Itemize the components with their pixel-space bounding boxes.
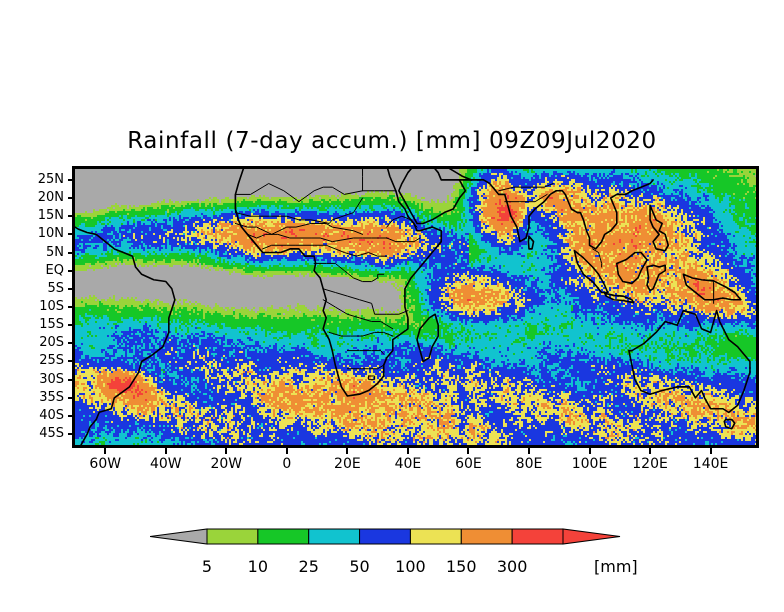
- y-axis-label: 30S: [39, 371, 64, 387]
- colorbar-tick-label: 5: [201, 557, 213, 576]
- x-axis-tick: [709, 448, 712, 454]
- x-axis-label: 20W: [210, 456, 243, 472]
- y-axis-label: 20N: [37, 190, 64, 206]
- colorbar-under-arrow: [150, 528, 208, 545]
- colorbar-swatch: [308, 528, 361, 545]
- x-axis-label: 120E: [632, 456, 668, 472]
- map-plot-area[interactable]: [72, 166, 759, 448]
- x-axis-tick: [285, 448, 288, 454]
- colorbar-tick-label: 300: [496, 557, 528, 576]
- x-axis-tick: [467, 448, 470, 454]
- rainfall-raster-canvas[interactable]: [75, 169, 756, 445]
- colorbar-swatch: [359, 528, 411, 545]
- y-axis-label: 40S: [39, 407, 64, 423]
- y-axis-label: 10N: [37, 226, 64, 242]
- colorbar-swatch: [511, 528, 564, 545]
- colorbar-swatch: [460, 528, 513, 545]
- x-axis-tick: [104, 448, 107, 454]
- y-axis-label: 5N: [46, 244, 64, 260]
- colorbar-tick-label: 10: [247, 557, 269, 576]
- colorbar-swatches: [150, 528, 621, 545]
- x-axis-label: 60E: [455, 456, 482, 472]
- y-axis-label: 5S: [47, 280, 64, 296]
- x-axis-tick: [528, 448, 530, 454]
- x-axis-label: 40W: [149, 456, 182, 472]
- y-axis-label: 25N: [37, 171, 64, 187]
- colorbar-swatch: [409, 528, 462, 545]
- x-axis-label: 100E: [571, 456, 608, 472]
- colorbar-tick-label: 25: [298, 557, 319, 576]
- colorbar-unit-label: [mm]: [594, 557, 638, 576]
- x-axis-label: 40E: [394, 456, 422, 472]
- y-axis-label: 25S: [39, 353, 64, 369]
- y-axis-label: 45S: [39, 426, 64, 442]
- x-axis-label: 20E: [334, 456, 361, 472]
- x-axis-label: 80E: [515, 456, 543, 472]
- y-axis-label: 10S: [39, 299, 64, 314]
- x-axis-tick: [346, 448, 349, 454]
- x-axis-tick: [649, 448, 652, 454]
- colorbar-tick-label: 100: [395, 557, 426, 576]
- y-axis-label: EQ: [45, 262, 64, 278]
- colorbar-over-arrow: [562, 528, 621, 545]
- x-axis-tick: [225, 448, 228, 454]
- colorbar-tick-label: 50: [349, 557, 370, 576]
- y-axis-label: 15S: [39, 317, 64, 333]
- y-axis-label: 15N: [37, 208, 64, 224]
- x-axis-label: 140E: [692, 456, 729, 472]
- colorbar-swatch: [257, 528, 310, 545]
- x-axis-label: 0: [282, 456, 292, 472]
- x-axis-label: 60W: [89, 456, 122, 472]
- y-axis-label: 20S: [39, 335, 64, 351]
- x-axis-tick: [588, 448, 591, 454]
- x-axis-tick: [406, 448, 409, 454]
- colorbar: [mm] 5 10 25 50 100 150 300: [0, 519, 784, 579]
- colorbar-swatch: [206, 528, 259, 545]
- x-axis-tick: [164, 448, 167, 454]
- page-title: Rainfall (7-day accum.) [mm] 09Z09Jul202…: [127, 128, 657, 154]
- y-axis-label: 35S: [39, 389, 64, 405]
- colorbar-tick-label: 150: [446, 557, 477, 576]
